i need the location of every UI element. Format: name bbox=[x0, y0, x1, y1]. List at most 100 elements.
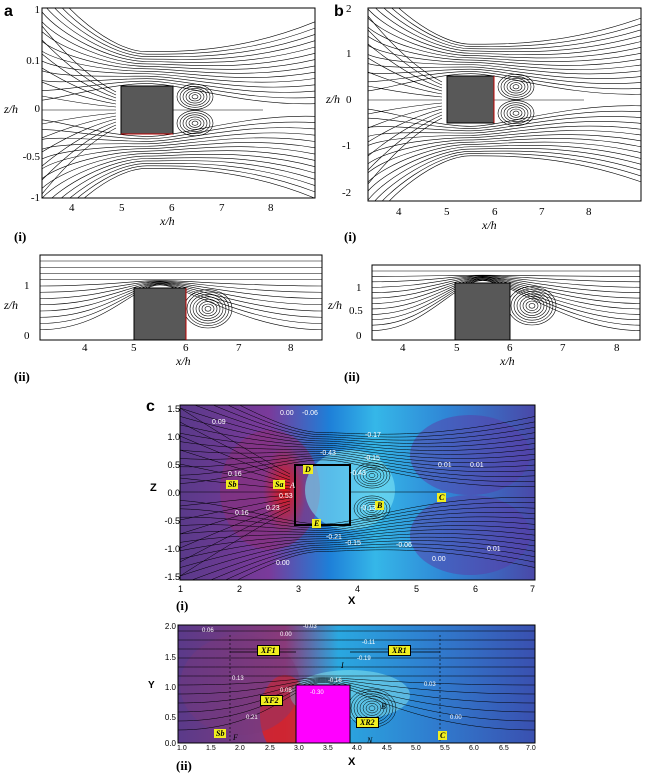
point-label-a: A bbox=[290, 481, 295, 490]
streamline bbox=[503, 78, 529, 96]
streamline bbox=[40, 284, 322, 324]
streamline bbox=[42, 132, 315, 150]
ytick: -0.5 bbox=[22, 151, 40, 163]
streamline bbox=[40, 283, 322, 318]
streamline bbox=[185, 116, 205, 130]
xtick: 7 bbox=[219, 202, 225, 214]
streamline bbox=[507, 286, 557, 326]
streamline bbox=[372, 279, 640, 321]
streamline bbox=[188, 118, 202, 128]
streamline bbox=[368, 111, 443, 157]
streamline bbox=[368, 17, 641, 59]
streamline bbox=[509, 82, 523, 92]
streamline bbox=[372, 277, 640, 299]
contour-label: -0.15 bbox=[345, 540, 361, 547]
streamline bbox=[42, 41, 315, 74]
streamline bbox=[180, 507, 535, 529]
streamline bbox=[183, 289, 233, 329]
box-label-xf2: XF2 bbox=[260, 695, 283, 706]
contour-label: 0.01 bbox=[470, 462, 484, 469]
xtick: 6 bbox=[183, 342, 189, 354]
streamline bbox=[368, 105, 641, 127]
point-label-c: C bbox=[437, 493, 447, 502]
streamline bbox=[368, 105, 443, 129]
streamline bbox=[353, 462, 391, 489]
contour-label: -0.13 bbox=[360, 505, 376, 512]
streamline bbox=[365, 703, 379, 714]
streamline bbox=[180, 500, 291, 535]
streamline bbox=[42, 39, 117, 96]
streamline bbox=[500, 102, 532, 124]
streamline bbox=[356, 497, 388, 520]
panel-b-top-xlabel: x/h bbox=[482, 218, 497, 232]
streamline bbox=[503, 104, 529, 122]
streamline bbox=[198, 301, 218, 317]
streamline bbox=[69, 162, 315, 198]
point-label-sa: Sa bbox=[273, 480, 286, 489]
streamline bbox=[372, 279, 640, 326]
streamline bbox=[178, 682, 535, 731]
streamline bbox=[180, 449, 535, 468]
contour-label: 0.21 bbox=[246, 715, 258, 721]
contour-label: 0.23 bbox=[266, 505, 280, 512]
contour-label: -0.17 bbox=[365, 432, 381, 439]
streamline bbox=[180, 509, 291, 577]
ytick: 1.0 bbox=[164, 683, 176, 692]
contour-label: 0.16 bbox=[235, 510, 249, 517]
contour-label: -0.11 bbox=[362, 640, 376, 646]
streamline bbox=[368, 108, 443, 143]
streamline bbox=[368, 36, 641, 66]
streamline bbox=[40, 282, 322, 312]
streamline bbox=[368, 147, 641, 201]
streamline bbox=[368, 144, 641, 192]
point-label-b: B bbox=[375, 501, 385, 510]
streamline bbox=[42, 95, 117, 108]
streamline bbox=[179, 86, 211, 108]
ytick: 0.5 bbox=[167, 460, 180, 470]
streamline bbox=[180, 512, 535, 531]
streamline bbox=[186, 291, 230, 326]
ytick: 0 bbox=[346, 94, 352, 106]
streamline bbox=[42, 121, 117, 167]
xtick: 7 bbox=[539, 206, 545, 218]
streamline bbox=[180, 416, 535, 451]
panel-c-bottom-sublabel: (ii) bbox=[176, 758, 192, 773]
ytick: 0.5 bbox=[349, 305, 363, 317]
panel-a-bottom-ylabel: z/h bbox=[4, 298, 19, 312]
streamline bbox=[182, 88, 208, 106]
panel-a-top-plot bbox=[41, 7, 316, 199]
xtick: 5.0 bbox=[411, 745, 421, 752]
streamline bbox=[365, 471, 379, 480]
streamline bbox=[180, 457, 535, 482]
streamline bbox=[191, 94, 199, 100]
contour-label: 0.00 bbox=[450, 715, 462, 721]
streamline bbox=[368, 134, 641, 164]
contour-label: 0.00 bbox=[432, 556, 446, 563]
streamline bbox=[372, 278, 640, 315]
xtick: 7 bbox=[560, 342, 566, 354]
panel-a-label: a bbox=[4, 3, 13, 20]
streamline bbox=[372, 280, 640, 331]
contour-label: 0.16 bbox=[228, 471, 242, 478]
xtick: 4 bbox=[400, 342, 406, 354]
point-label-i: I bbox=[341, 661, 344, 670]
streamline bbox=[180, 459, 535, 487]
panel-c-top-yticks: 1.5 1.0 0.5 0.0 -0.5 -1.0 -1.5 bbox=[152, 400, 180, 590]
streamline bbox=[497, 73, 535, 100]
streamline bbox=[178, 679, 535, 704]
contour-label: 0.13 bbox=[232, 676, 244, 682]
streamline bbox=[180, 525, 535, 552]
xtick: 1 bbox=[178, 584, 184, 594]
streamline bbox=[180, 502, 535, 527]
streamline bbox=[176, 83, 214, 110]
panel-b-top-ylabel: z/h bbox=[326, 92, 341, 106]
streamline bbox=[388, 155, 641, 201]
xtick: 4 bbox=[355, 584, 361, 594]
xtick: 5.5 bbox=[440, 745, 450, 752]
xtick: 8 bbox=[586, 206, 592, 218]
streamline bbox=[180, 497, 291, 521]
panel-b-bottom-ylabel: z/h bbox=[328, 298, 343, 312]
streamline bbox=[180, 533, 535, 568]
streamline bbox=[368, 45, 641, 70]
ytick: -2 bbox=[342, 187, 352, 199]
